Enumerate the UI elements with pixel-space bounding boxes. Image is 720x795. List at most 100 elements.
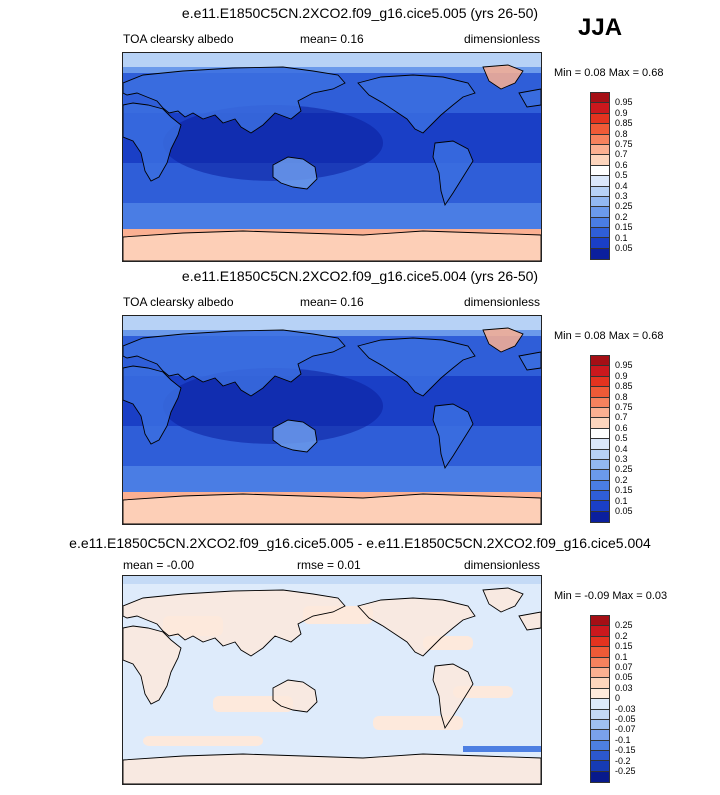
- coastline: [357, 337, 476, 397]
- colorbar-tick-label: 0.75: [615, 402, 633, 412]
- colorbar-cell: [591, 217, 609, 229]
- subtitle-left: mean = -0.00: [123, 558, 195, 572]
- map-svg: [123, 53, 541, 261]
- colorbar-tick-label: -0.15: [615, 745, 636, 756]
- anomaly-patch: [143, 736, 263, 746]
- colorbar-cell: [591, 103, 609, 114]
- anomaly-patch: [123, 576, 541, 584]
- colorbar-cell: [591, 480, 609, 492]
- colorbar-cell: [591, 366, 609, 377]
- colorbar-cell: [591, 407, 609, 419]
- colorbar-tick-label: 0.6: [615, 159, 628, 170]
- ocean-field: [163, 368, 383, 444]
- colorbar-cell: [591, 647, 609, 658]
- map-plot: [122, 315, 542, 525]
- field-band: [123, 316, 541, 330]
- colorbar-cell: [591, 93, 609, 104]
- colorbar-cell: [591, 449, 609, 460]
- colorbar-tick-label: 0.2: [615, 474, 628, 485]
- colorbar-cell: [591, 470, 609, 481]
- map-panel: e.e11.E1850C5CN.2XCO2.f09_g16.cice5.004 …: [0, 263, 720, 525]
- map-plot: [122, 52, 542, 262]
- colorbar-tick-label: -0.03: [615, 703, 636, 714]
- colorbar-tick-label: 0.1: [615, 651, 628, 662]
- colorbar-tick-label: -0.2: [615, 755, 631, 766]
- colorbar-tick-label: -0.25: [615, 766, 636, 776]
- colorbar-tick-label: 0.85: [615, 118, 633, 129]
- colorbar-cell: [591, 740, 609, 752]
- colorbar-tick-label: 0.03: [615, 682, 633, 693]
- colorbar-cell: [591, 134, 609, 145]
- colorbar-cell: [591, 667, 609, 679]
- colorbar-cell: [591, 238, 609, 249]
- colorbar-cell: [591, 165, 609, 177]
- colorbar-cell: [591, 699, 609, 710]
- coastline: [123, 493, 541, 524]
- subtitle-mid: mean= 0.16: [300, 295, 364, 309]
- coastline: [123, 329, 346, 397]
- subtitle-left: TOA clearsky albedo: [123, 32, 234, 46]
- colorbar-cell: [591, 439, 609, 450]
- colorbar-tick-label: 0.05: [615, 243, 633, 253]
- colorbar-cell: [591, 511, 609, 523]
- colorbar-cell: [591, 709, 609, 720]
- colorbar-cell: [591, 730, 609, 741]
- colorbar: [590, 92, 610, 261]
- colorbar-cell: [591, 207, 609, 218]
- colorbar-tick-label: 0: [615, 693, 621, 704]
- colorbar-tick-label: 0.9: [615, 107, 628, 118]
- colorbar-cell: [591, 761, 609, 772]
- colorbar: [590, 615, 610, 784]
- colorbar-cell: [591, 186, 609, 197]
- colorbar-tick-label: 0.5: [615, 433, 628, 444]
- coastline: [123, 365, 182, 445]
- colorbar-tick-label: 0.25: [615, 201, 633, 212]
- colorbar-cell: [591, 176, 609, 187]
- colorbar-tick-label: 0.3: [615, 454, 628, 464]
- colorbar-cell: [591, 144, 609, 156]
- min-max-label: Min = -0.09 Max = 0.03: [554, 590, 668, 602]
- coastline: [432, 140, 474, 207]
- colorbar-tick-label: 0.15: [615, 641, 633, 652]
- colorbar-tick-label: 0.7: [615, 149, 628, 160]
- field-band: [123, 466, 541, 492]
- colorbar-cell: [591, 376, 609, 388]
- field-band: [123, 53, 541, 67]
- colorbar-tick-label: 0.8: [615, 391, 628, 402]
- coastline: [123, 753, 541, 784]
- coastline: [432, 663, 474, 730]
- colorbar-cell: [591, 657, 609, 668]
- colorbar-tick-label: -0.05: [615, 714, 636, 724]
- coastline: [482, 64, 524, 90]
- coastline: [518, 88, 541, 108]
- colorbar-cell: [591, 751, 609, 762]
- colorbar-cell: [591, 397, 609, 408]
- colorbar-tick-label: 0.95: [615, 97, 633, 108]
- colorbar-tick-label: 0.3: [615, 191, 628, 201]
- coastline: [123, 589, 346, 657]
- colorbar-cell: [591, 387, 609, 398]
- map-panel: e.e11.E1850C5CN.2XCO2.f09_g16.cice5.005 …: [0, 0, 720, 262]
- colorbar-tick-label: 0.4: [615, 443, 628, 454]
- map-svg: [123, 576, 541, 784]
- panel-title: e.e11.E1850C5CN.2XCO2.f09_g16.cice5.005 …: [69, 535, 651, 551]
- colorbar: [590, 355, 610, 524]
- ocean-field: [163, 105, 383, 181]
- map-svg: [123, 316, 541, 524]
- coastline: [123, 66, 346, 134]
- coastline: [432, 403, 474, 470]
- colorbar-cell: [591, 356, 609, 367]
- min-max-label: Min = 0.08 Max = 0.68: [554, 67, 664, 79]
- colorbar-cell: [591, 771, 609, 783]
- colorbar-cell: [591, 248, 609, 260]
- anomaly-patch: [463, 746, 541, 752]
- colorbar-tick-label: 0.2: [615, 630, 628, 641]
- colorbar-cell: [591, 124, 609, 135]
- coastline: [123, 230, 541, 261]
- colorbar-cell: [591, 616, 609, 627]
- colorbar-cell: [591, 155, 609, 166]
- colorbar-cell: [591, 196, 609, 208]
- colorbar-cell: [591, 636, 609, 648]
- coastline: [518, 351, 541, 371]
- colorbar-tick-label: 0.75: [615, 139, 633, 149]
